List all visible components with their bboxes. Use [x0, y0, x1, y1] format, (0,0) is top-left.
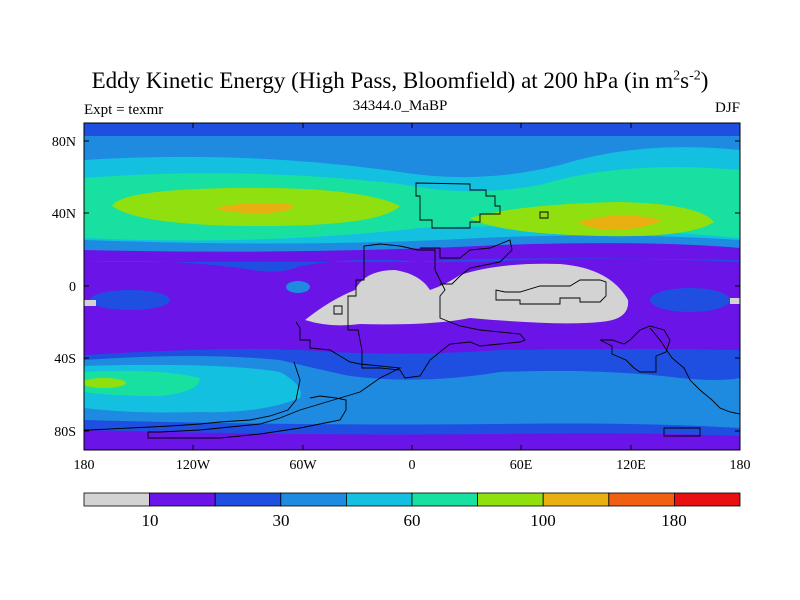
- coastline-south-america: [147, 321, 402, 439]
- field-band-south-4: [84, 370, 200, 396]
- field-blob-2: [90, 290, 170, 310]
- lon-label: 120W: [176, 458, 211, 473]
- plot-title: Eddy Kinetic Energy (High Pass, Bloomfie…: [0, 68, 800, 94]
- coastline-antarctic-b: [663, 427, 701, 437]
- coastline-australia: [599, 325, 671, 373]
- colorbar-swatch: [280, 492, 347, 507]
- colorbar-swatch: [149, 492, 216, 507]
- coastline-arabia: [420, 239, 513, 285]
- coastline-europe: [415, 182, 501, 229]
- colorbar-label: 30: [273, 511, 290, 530]
- colorbar-swatch: [674, 492, 741, 507]
- lon-label: 180: [74, 458, 95, 473]
- field-blob-3: [650, 288, 730, 312]
- title-text: Eddy Kinetic Energy (High Pass, Bloomfie…: [91, 68, 674, 93]
- colorbar-labels: 10 30 60 100 180: [142, 511, 687, 530]
- colorbar-swatch: [345, 492, 413, 507]
- colorbar-swatch: [83, 492, 150, 507]
- lon-label: 60E: [510, 458, 533, 473]
- coastline-southern-ocean: [649, 327, 740, 415]
- field-tropics-edge: [84, 258, 740, 272]
- colorbar-label: 180: [661, 511, 687, 530]
- map-field: [84, 123, 740, 450]
- lat-axis: 80N 40N 0 40S 80S: [52, 135, 740, 440]
- field-blob-1: [286, 281, 310, 293]
- colorbar: [83, 492, 741, 507]
- coastline-small-island: [333, 305, 343, 315]
- title-sup-2: -2: [689, 68, 701, 84]
- season-label: DJF: [714, 100, 740, 116]
- lat-label: 0: [69, 280, 76, 295]
- field-band-south-5: [84, 378, 126, 388]
- lon-axis: 180 120W 60W 0 60E 120E 180: [74, 123, 751, 473]
- lat-label: 80N: [52, 135, 76, 150]
- field-low-edge-left: [84, 300, 96, 306]
- colorbar-label: 100: [530, 511, 556, 530]
- field-low-region: [305, 263, 629, 326]
- coastline-antarctic-a: [84, 361, 301, 431]
- lon-label: 0: [409, 458, 416, 473]
- time-label: 34344.0_MaBP: [352, 98, 448, 114]
- coastlines: [84, 182, 740, 439]
- lat-label: 80S: [54, 425, 76, 440]
- colorbar-swatch: [608, 492, 675, 507]
- lon-label: 60W: [289, 458, 317, 473]
- title-sup-1: 2: [673, 68, 681, 84]
- coastline-island: [539, 211, 549, 219]
- lon-label: 180: [730, 458, 751, 473]
- coastline-africa: [347, 243, 526, 379]
- title-close: ): [700, 68, 709, 93]
- lat-label: 40N: [52, 207, 76, 222]
- colorbar-label: 60: [404, 511, 421, 530]
- jet-core-pacific: [578, 215, 662, 230]
- experiment-label: Expt = texmr: [84, 102, 164, 118]
- colorbar-swatch: [411, 492, 478, 507]
- jet-core-atlantic: [215, 203, 295, 214]
- lat-label: 40S: [54, 352, 76, 367]
- colorbar-swatch: [542, 492, 610, 507]
- colorbar-swatch: [477, 492, 544, 507]
- colorbar-swatch: [214, 492, 282, 507]
- lon-label: 120E: [616, 458, 646, 473]
- coastline-indonesia: [495, 279, 607, 305]
- title-unit-s: s: [680, 68, 690, 93]
- colorbar-label: 10: [142, 511, 159, 530]
- field-low-edge-right: [730, 298, 740, 304]
